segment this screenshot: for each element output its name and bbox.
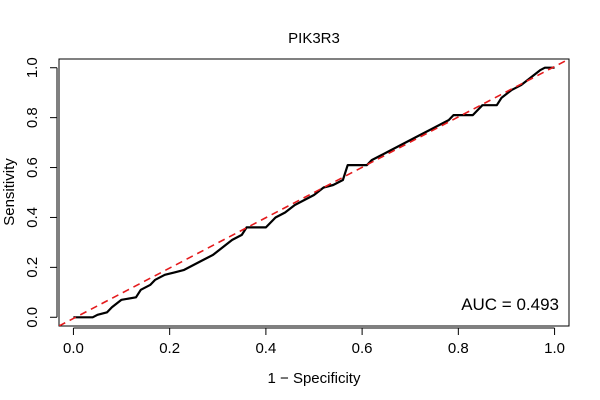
- x-tick-label: 0.4: [255, 340, 276, 357]
- x-tick-label: 0.0: [63, 340, 84, 357]
- chart-title: PIK3R3: [288, 30, 340, 47]
- roc-curve: [73, 66, 555, 319]
- y-tick-label: 0.2: [24, 257, 41, 278]
- y-tick-label: 0.4: [24, 207, 41, 228]
- x-tick-label: 0.6: [352, 340, 373, 357]
- auc-annotation: AUC = 0.493: [461, 295, 559, 314]
- plot-frame: [58, 58, 570, 327]
- x-tick-label: 1.0: [544, 340, 565, 357]
- plot-area: 0.0 0.2 0.4 0.6 0.8 1.0 0.0 0.2 0.4 0.6 0.8 1.0: [24, 57, 570, 357]
- y-axis-label: Sensitivity: [1, 158, 18, 226]
- x-tick-label: 0.8: [448, 340, 469, 357]
- reference-diagonal: [59, 59, 569, 326]
- x-axis-label: 1 − Specificity: [268, 370, 361, 387]
- y-tick-label: 0.0: [24, 307, 41, 328]
- y-tick-label: 0.8: [24, 107, 41, 128]
- x-tick-label: 0.2: [159, 340, 180, 357]
- y-tick-label: 0.6: [24, 157, 41, 178]
- y-tick-label: 1.0: [24, 57, 41, 78]
